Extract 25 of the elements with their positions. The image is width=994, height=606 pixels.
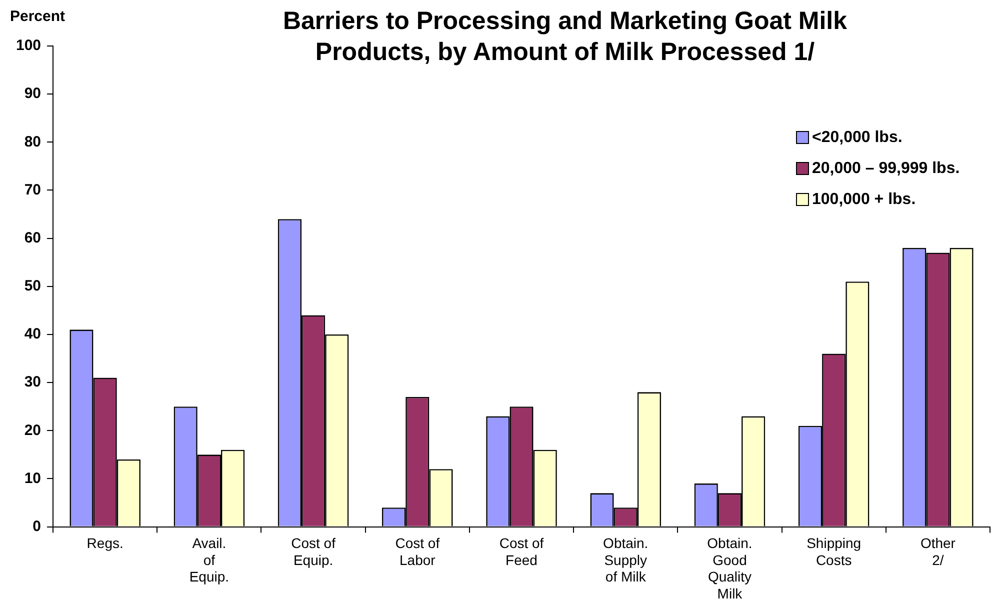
y-tick-label: 70 <box>24 181 42 198</box>
y-tick-label: 20 <box>24 422 42 439</box>
legend-label: 100,000 + lbs. <box>812 190 916 208</box>
chart-title: Barriers to Processing and Marketing Goat Milk Products, by Amount of Milk Processed 1/ <box>282 6 848 68</box>
legend-label: 20,000 – 99,999 lbs. <box>812 160 960 178</box>
y-axis-title: Percent <box>10 8 66 25</box>
y-tick-label: 30 <box>24 374 42 391</box>
x-tick-label: Avail. of Equip. <box>189 535 230 585</box>
x-tick-label: Cost of Labor <box>395 535 440 568</box>
x-tick-label: Other 2/ <box>920 535 956 568</box>
y-tick-label: 40 <box>24 326 42 343</box>
x-tick-label: Obtain. Good Quality Milk <box>707 535 752 602</box>
y-tick-label: 50 <box>24 278 42 295</box>
x-tick-label: Regs. <box>86 535 124 552</box>
y-tick-label: 100 <box>16 37 42 54</box>
x-tick-label: Cost of Feed <box>499 535 544 568</box>
y-tick-label: 10 <box>24 470 42 487</box>
y-tick-label: 60 <box>24 229 42 246</box>
legend-label: <20,000 lbs. <box>812 128 902 146</box>
x-tick-label: Shipping Costs <box>806 535 862 568</box>
x-tick-label: Obtain. Supply of Milk <box>603 535 648 585</box>
y-tick-label: 80 <box>24 133 42 150</box>
y-tick-label: 90 <box>24 85 42 102</box>
x-tick-label: Cost of Equip. <box>291 535 336 568</box>
y-tick-label: 0 <box>32 518 42 535</box>
